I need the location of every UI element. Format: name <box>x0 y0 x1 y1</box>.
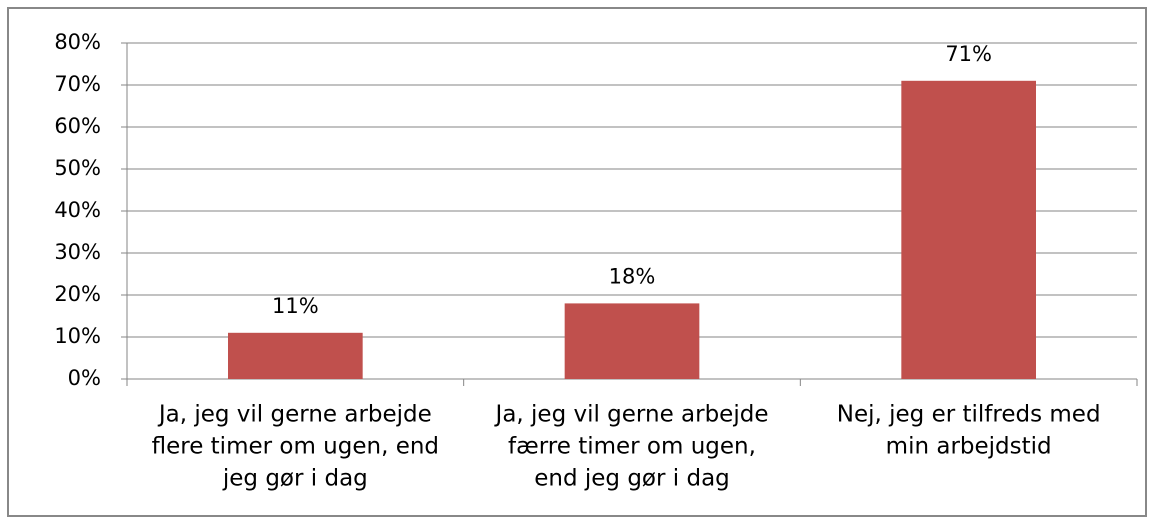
y-tick-label: 50% <box>54 156 101 180</box>
x-tick-label: flere timer om ugen, end <box>152 434 439 460</box>
y-tick-label: 60% <box>54 114 101 138</box>
data-label: 71% <box>945 42 992 66</box>
x-tick-label: Nej, jeg er tilfreds med <box>837 402 1101 428</box>
x-tick-label: færre timer om ugen, <box>508 434 756 460</box>
y-tick-label: 40% <box>54 198 101 222</box>
bar <box>901 80 1036 380</box>
y-tick-label: 80% <box>54 30 101 54</box>
x-tick-label: jeg gør i dag <box>222 466 368 492</box>
x-tick-label: Ja, jeg vil gerne arbejde <box>494 402 769 428</box>
data-label: 18% <box>609 264 656 288</box>
y-tick-label: 30% <box>54 240 101 264</box>
y-tick-label: 10% <box>54 324 101 348</box>
bar <box>564 303 700 379</box>
data-label: 11% <box>272 294 319 318</box>
y-tick-label: 20% <box>54 282 101 306</box>
y-tick-label: 0% <box>68 366 101 390</box>
x-tick-label: min arbejdstid <box>886 434 1052 460</box>
x-tick-label: end jeg gør i dag <box>534 466 730 492</box>
y-tick-label: 70% <box>54 72 101 96</box>
bar <box>228 332 363 379</box>
x-tick-label: Ja, jeg vil gerne arbejde <box>157 402 432 428</box>
